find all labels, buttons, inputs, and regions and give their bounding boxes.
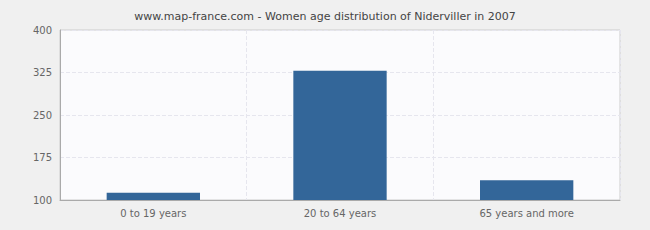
svg-text:250: 250 (33, 110, 52, 121)
svg-text:65 years and more: 65 years and more (479, 208, 574, 219)
svg-text:400: 400 (33, 25, 52, 36)
svg-text:325: 325 (33, 67, 52, 78)
svg-text:www.map-france.com - Women age: www.map-france.com - Women age distribut… (134, 10, 515, 23)
svg-text:0 to 19 years: 0 to 19 years (120, 208, 186, 219)
svg-text:20 to 64 years: 20 to 64 years (304, 208, 377, 219)
svg-text:175: 175 (33, 152, 52, 163)
svg-text:100: 100 (33, 195, 52, 206)
